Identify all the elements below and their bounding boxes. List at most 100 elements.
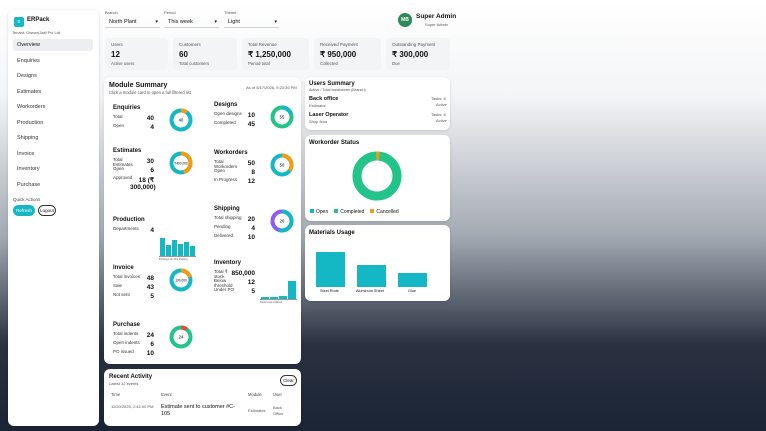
chevron-down-icon: ▾ [274,19,277,25]
refresh-button[interactable]: Refresh [13,205,35,216]
module-bar [171,240,177,256]
module-row-label: Total indents [113,331,139,336]
stat-sub: Total customers [179,61,210,66]
workorder-status-title: Workorder Status [309,140,360,146]
module-row-label: Total [113,114,123,119]
module-donut: 40 [169,108,193,132]
stat-value: ₹ 950,000 [320,50,357,59]
module-title: Production [113,217,145,223]
module-row-value: 8 [251,169,255,176]
module-summary-subtitle: Click a module card to open a full filte… [109,90,191,95]
user-row-tasks: Tasks: 8 [431,96,446,101]
module-row-label: Total Estimates [113,157,133,167]
stat-sub: Active users [111,61,135,66]
module-row-value: 10 [247,112,255,119]
sidebar-item-estimates[interactable]: Estimates [17,89,42,95]
donut-slice [169,325,193,349]
stat-outstanding-payment: Outstanding Payment ₹ 300,000 Due [386,38,450,70]
users-summary-title: Users Summary [309,81,355,87]
module-bar [178,244,184,256]
materials-bar-0 [316,252,345,287]
sidebar-item-enquiries[interactable]: Enquiries [17,58,40,64]
chevron-down-icon: ▾ [155,19,158,25]
sidebar-item-inventory[interactable]: Inventory [17,166,40,172]
module-bar [279,296,288,299]
users-summary-card [305,77,450,130]
sidebar-item-shipping[interactable]: Shipping [17,135,39,141]
module-bar [159,238,165,256]
module-row-label: Open [214,168,226,173]
module-row-value: 45 [247,121,255,128]
stat-customers: Customers 60 Total customers [173,38,237,70]
module-donut: ₹400,000 [169,151,193,175]
legend-open: Open [310,209,328,215]
sidebar-item-purchase[interactable]: Purchase [17,182,41,188]
theme-select[interactable]: Light ▾ [224,18,279,28]
clear-button[interactable]: Clear [280,375,297,386]
sidebar-item-designs[interactable]: Designs [17,73,37,79]
donut-slice [169,108,193,132]
sidebar-item-overview[interactable]: Overview [13,39,93,51]
module-row-label: In Progress [214,177,238,182]
donut-center-label: 40 [179,118,184,123]
module-row-label: Departments [113,226,139,231]
sidebar-item-invoice[interactable]: Invoice [17,151,35,157]
sidebar-item-workorders[interactable]: Workorders [17,104,46,110]
legend-completed: Completed [334,209,364,215]
module-bar-chart [159,237,196,257]
avatar[interactable]: MB [398,13,412,27]
module-row-label: Delivered [214,233,234,238]
materials-label: Glue [408,289,417,293]
period-select[interactable]: This week ▾ [164,18,219,28]
module-donut: 20 [270,209,294,233]
col-header-time: Time [111,392,121,397]
user-row-name: Back office [309,96,339,102]
logout-button[interactable]: Logout [38,205,56,216]
row-event: Estimate sent to customer #C-105 [161,404,235,417]
module-row-value: 30 [146,158,154,165]
module-row-value: 20 [247,216,255,223]
col-header-user: User [273,392,282,397]
module-title: Invoice [113,265,134,271]
stat-users: Users 12 Active users [105,38,168,70]
user-role: Super Admin [425,22,448,27]
module-row-label: Open indents [113,340,140,345]
module-title: Designs [214,102,238,108]
recent-activity-title: Recent Activity [109,374,153,380]
module-row-value: 24 [146,332,154,339]
users-summary-subtitle: Active / Total breakdown (Branch) [309,88,366,92]
module-donut: 24 [169,325,193,349]
module-row-label: Open designs [214,111,242,116]
stat-label: Users [111,42,123,47]
materials-bar-1 [357,265,386,287]
module-bar [190,246,196,256]
stat-sub: Collected [320,61,338,66]
module-row-label: Under PO [214,287,235,292]
module-row-label: Total ₹ stock [214,269,228,279]
materials-label: Aluminum Sheet [356,289,384,293]
module-row-label: PO issued [113,349,134,354]
sidebar-item-production[interactable]: Production [17,120,44,126]
tenant-label: Tenant: Owner(Jaitl Pvt Ltd [12,30,61,35]
module-summary-title: Module Summary [109,82,168,89]
module-row-value: 5 [150,293,154,300]
module-bar-axis-labels: Printing Lam Die Pasting [159,258,188,261]
stat-label: Received Payment [320,42,358,47]
module-donut: 55 [270,105,294,129]
workorder-legend: Open Completed Cancelled [310,209,399,215]
module-summary-card [104,77,301,364]
col-header-module: Module [248,392,262,397]
module-donut: 100,000 [169,268,193,292]
donut-slice [169,151,193,175]
stat-value: 60 [179,50,188,59]
user-name: Super Admin [416,13,457,20]
module-donut: 50 [270,153,294,177]
module-bar [260,297,269,299]
module-row-label: Below threshold [214,278,233,288]
module-row-label: Approved [113,175,133,180]
user-row-tasks: Tasks: 8 [431,112,446,117]
donut-slice [270,209,294,233]
branch-select[interactable]: North Plant ▾ [105,18,160,28]
module-row-value: 18 (₹ 300,000) [130,177,156,191]
module-row-value: 10 [146,350,154,357]
